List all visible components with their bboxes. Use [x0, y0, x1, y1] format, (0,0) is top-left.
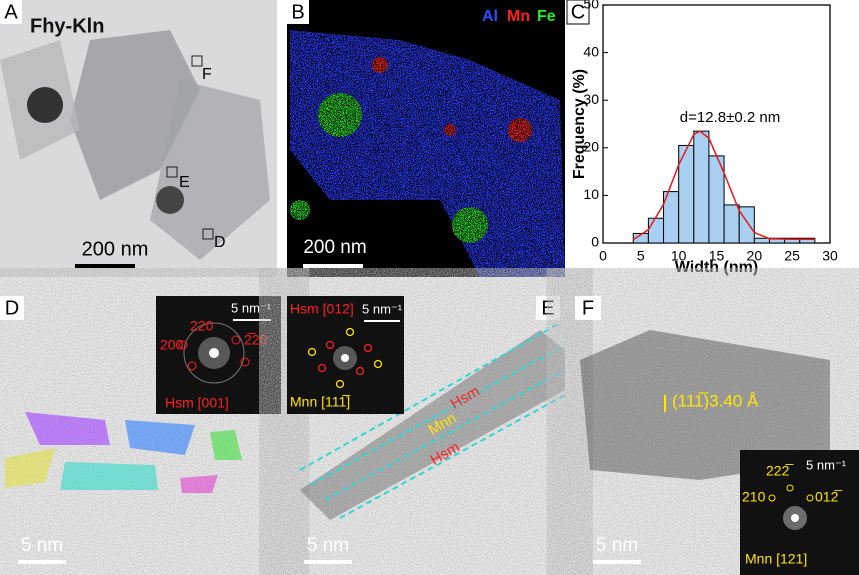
scale-label: 200 nm: [82, 238, 149, 260]
zone-label: Mnn [111̅]: [290, 394, 351, 410]
spot-label: 2̅20: [244, 332, 268, 348]
y-tick-label: 0: [591, 234, 599, 250]
x-tick-label: 5: [637, 248, 645, 264]
x-tick-label: 0: [599, 248, 607, 264]
fft-scale: 5 nm⁻¹: [362, 301, 403, 316]
box-label: E: [179, 174, 190, 191]
legend-entry: Al: [482, 8, 498, 25]
fft-scale: 5 nm⁻¹: [806, 457, 847, 472]
y-tick-label: 30: [583, 91, 599, 107]
spot-label: 200: [160, 337, 184, 353]
panel-label: B: [291, 1, 304, 23]
bar: [738, 206, 755, 244]
bar: [799, 237, 816, 244]
zone-label: Hsm [001]: [165, 395, 229, 411]
legend-entry: Fe: [537, 8, 556, 25]
scale-label: 5 nm: [21, 535, 63, 556]
fit-curve: [632, 130, 815, 241]
panel-label: C: [571, 1, 585, 23]
y-tick-label: 10: [583, 186, 599, 202]
y-axis-label: Frequency (%): [571, 69, 588, 179]
panel-d: 5 nm⁻¹ 220 200 2̅20 Hsm [001] D 5 nm: [0, 296, 281, 575]
x-tick-label: 25: [784, 248, 800, 264]
panel-label: F: [582, 297, 594, 319]
y-tick-label: 20: [583, 139, 599, 155]
panel-label: E: [541, 297, 554, 319]
spot-label: 012̅: [815, 489, 843, 505]
x-tick-label: 15: [709, 248, 725, 264]
spot-label: 222̅: [766, 463, 794, 479]
legend-entry: Mn: [507, 8, 530, 25]
bar: [723, 204, 740, 244]
scale-label: 5 nm: [307, 535, 349, 556]
y-tick-label: 50: [583, 0, 599, 12]
panel-b: B Al Mn Fe 200 nm: [287, 0, 565, 277]
spot-label: 210: [742, 489, 766, 505]
x-tick-label: 10: [671, 248, 687, 264]
scale-label: 200 nm: [303, 237, 366, 258]
x-tick-label: 30: [822, 248, 838, 264]
box-label: F: [202, 66, 212, 83]
zone-label: Mnn [121]: [745, 551, 807, 567]
y-tick-label: 40: [583, 43, 599, 59]
panel-c: C 0 5 10 15 20 25 30 0 10 20 30 40 50 Width (nm) Frequ…: [566, 0, 838, 276]
fringe-label: (111̅)3.40 Å: [672, 391, 759, 410]
box-label: D: [214, 234, 226, 251]
fft-scale: 5 nm⁻¹: [231, 300, 272, 315]
panel-e: Hsm Mnn Hsm Hsm [012] 5 nm⁻¹ Mnn [111̅] …: [287, 296, 566, 575]
panel-f: (111̅)3.40 Å 222̅ 210 012̅ 5 nm⁻¹ Mnn [1…: [575, 296, 859, 575]
x-tick-label: 20: [747, 248, 763, 264]
bar: [647, 217, 665, 244]
sample-name: Fhy-Kln: [30, 15, 104, 37]
spot-label: 220: [190, 318, 214, 334]
zone-label: Hsm [012]: [290, 301, 354, 317]
panel-label: D: [5, 297, 19, 319]
panel-a: A Fhy-Kln F E D 200 nm: [0, 0, 277, 277]
annotation: d=12.8±0.2 nm: [680, 109, 780, 126]
bar: [693, 130, 710, 244]
panel-label: A: [4, 1, 18, 23]
bar: [753, 237, 770, 244]
x-axis-label: Width (nm): [675, 259, 758, 276]
scale-label: 5 nm: [596, 535, 638, 556]
